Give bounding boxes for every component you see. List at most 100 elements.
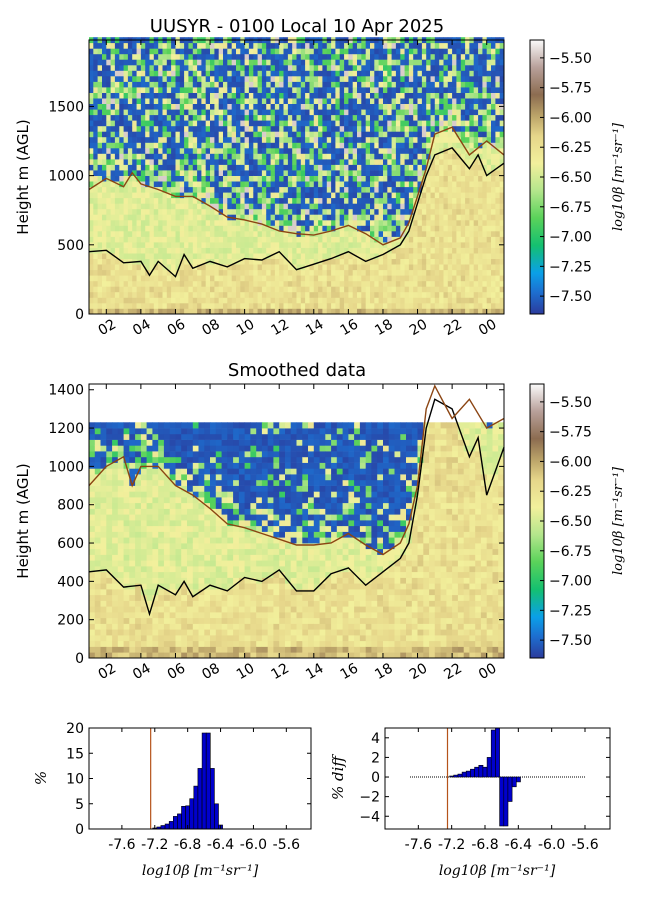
heatmap-cell [201,280,207,287]
x-tick-label: 00 [476,316,499,339]
heatmap-cell [274,225,280,232]
heatmap-cell [404,175,410,182]
heatmap-cell [266,203,271,210]
heatmap-cell [210,164,215,171]
heatmap-cell [447,258,453,265]
heatmap-cell [257,131,263,138]
heatmap-cell [326,264,332,271]
heatmap-cell [460,125,466,132]
heatmap-cell [188,302,194,309]
heatmap-cell [201,247,207,254]
heatmap-cell [97,142,103,149]
heatmap-cell [456,258,462,265]
heatmap-cell [339,42,345,49]
heatmap-cell [348,203,354,210]
heatmap-cell [482,59,488,66]
heatmap-cell [361,92,366,99]
heatmap-cell [253,302,258,309]
heatmap-cell [114,275,120,282]
heatmap-cell [378,81,384,88]
heatmap-cell [158,153,163,160]
heatmap-cell [404,286,410,293]
heatmap-cell [119,125,124,132]
heatmap-cell [244,70,250,77]
heatmap-cell [370,136,375,143]
heatmap-cell [469,164,475,171]
heatmap-cell [218,286,224,293]
heatmap-cell [365,147,371,154]
heatmap-cell [305,286,310,293]
heatmap-cell [201,64,207,71]
heatmap-cell [370,81,375,88]
heatmap-cell [495,275,501,282]
heatmap-cell [123,264,129,271]
heatmap-cell [261,231,267,237]
heatmap-cell [387,103,392,110]
heatmap-cell [149,231,155,237]
heatmap-cell [348,186,354,193]
heatmap-cell [478,264,483,271]
heatmap-cell [339,147,345,154]
heatmap-cell [218,147,224,154]
heatmap-cell [287,186,293,193]
heatmap-cell [119,92,124,99]
heatmap-cell [140,275,146,282]
heatmap-cell [305,297,310,304]
heatmap-cell [395,81,401,88]
heatmap-cell [499,286,505,293]
heatmap-cell [171,59,176,66]
heatmap-cell [94,491,101,498]
heatmap-cell [158,81,163,88]
heatmap-cell [491,114,496,121]
heatmap-cell [292,236,297,243]
heatmap-cell [365,280,371,287]
heatmap-cell [486,280,492,287]
heatmap-cell [188,236,194,243]
heatmap-cell [322,286,328,293]
heatmap-cell [89,164,94,171]
heatmap-cell [447,247,453,254]
heatmap-cell [465,87,470,93]
heatmap-cell [391,147,397,154]
heatmap-cell [171,53,176,60]
heatmap-cell [231,214,237,221]
smoothed-heatmap [89,422,505,659]
heatmap-cell [374,236,379,243]
heatmap-cell [452,120,457,127]
heatmap-cell [231,109,237,116]
heatmap-cell [184,291,189,298]
heatmap-cell [326,214,332,221]
heatmap-cell [106,87,111,93]
heatmap-cell [171,258,176,265]
heatmap-cell [292,42,297,49]
heatmap-cell [93,236,98,243]
heatmap-cell [439,120,444,127]
heatmap-cell [192,219,198,226]
heatmap-cell [93,203,98,210]
heatmap-cell [387,197,392,204]
heatmap-cell [300,203,306,210]
heatmap-cell [491,258,496,265]
top-plot-frame [88,39,505,315]
heatmap-cell [236,225,241,232]
heatmap-cell [214,242,220,248]
heatmap-cell [261,92,267,99]
heatmap-cell [89,159,94,165]
heatmap-cell [192,76,198,82]
heatmap-cell [210,197,215,204]
heatmap-cell [270,264,276,271]
heatmap-cell [486,236,492,243]
heatmap-cell [478,175,483,182]
heatmap-cell [439,136,444,143]
heatmap-cell [482,214,488,221]
heatmap-cell [140,114,146,121]
heatmap-cell [240,114,245,121]
heatmap-cell [257,214,263,221]
heatmap-cell [123,297,129,304]
heatmap-cell [149,103,155,110]
heatmap-cell [339,219,345,226]
heatmap-cell [326,219,332,226]
heatmap-cell [197,242,202,248]
heatmap-cell [270,170,276,176]
heatmap-cell [469,192,475,199]
